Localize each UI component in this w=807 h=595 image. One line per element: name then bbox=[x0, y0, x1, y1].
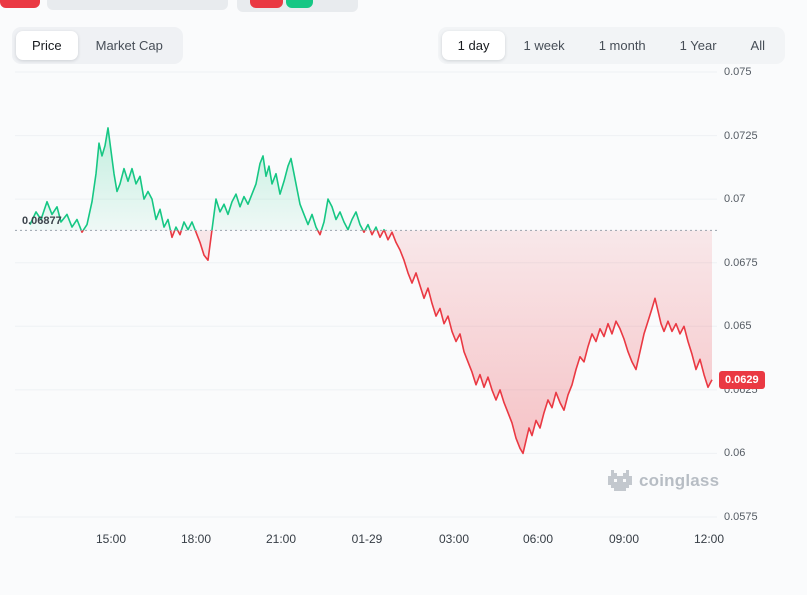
range-1-day[interactable]: 1 day bbox=[441, 31, 506, 60]
metric-toggle: Price Market Cap bbox=[12, 27, 183, 64]
x-axis-label: 12:00 bbox=[693, 532, 725, 546]
range-all[interactable]: All bbox=[735, 31, 781, 60]
watermark: coinglass bbox=[608, 470, 719, 492]
x-axis-label: 01-29 bbox=[351, 532, 383, 546]
y-axis-label: 0.07 bbox=[724, 193, 746, 206]
coinglass-logo-icon bbox=[608, 470, 632, 491]
range-toggle: 1 day 1 week 1 month 1 Year All bbox=[437, 27, 785, 64]
range-1-week[interactable]: 1 week bbox=[507, 31, 580, 60]
cutoff-tab-fragment[interactable] bbox=[0, 0, 40, 8]
x-axis-label: 15:00 bbox=[95, 532, 127, 546]
x-axis-label: 21:00 bbox=[265, 532, 297, 546]
current-price-badge: 0.0629 bbox=[719, 370, 765, 389]
tab-price[interactable]: Price bbox=[16, 31, 78, 60]
cutoff-tab-fragment[interactable] bbox=[286, 0, 313, 8]
y-axis-label: 0.065 bbox=[724, 320, 752, 333]
y-axis-label: 0.0575 bbox=[724, 511, 758, 523]
y-axis-label: 0.0675 bbox=[724, 256, 758, 269]
y-axis-label: 0.0725 bbox=[724, 129, 758, 142]
cutoff-tab-fragment[interactable] bbox=[47, 0, 228, 10]
range-1-month[interactable]: 1 month bbox=[583, 31, 662, 60]
tab-market-cap[interactable]: Market Cap bbox=[80, 31, 179, 60]
x-axis-label: 18:00 bbox=[180, 532, 212, 546]
baseline-price-label: 0.06877 bbox=[22, 215, 62, 228]
x-axis-label: 06:00 bbox=[522, 532, 554, 546]
watermark-label: coinglass bbox=[639, 471, 720, 490]
y-axis-label: 0.06 bbox=[724, 447, 746, 460]
y-axis-label: 0.075 bbox=[724, 66, 752, 78]
x-axis-label: 09:00 bbox=[608, 532, 640, 546]
x-axis-label: 03:00 bbox=[438, 532, 470, 546]
range-1-year[interactable]: 1 Year bbox=[664, 31, 733, 60]
cutoff-tab-fragment[interactable] bbox=[250, 0, 283, 8]
